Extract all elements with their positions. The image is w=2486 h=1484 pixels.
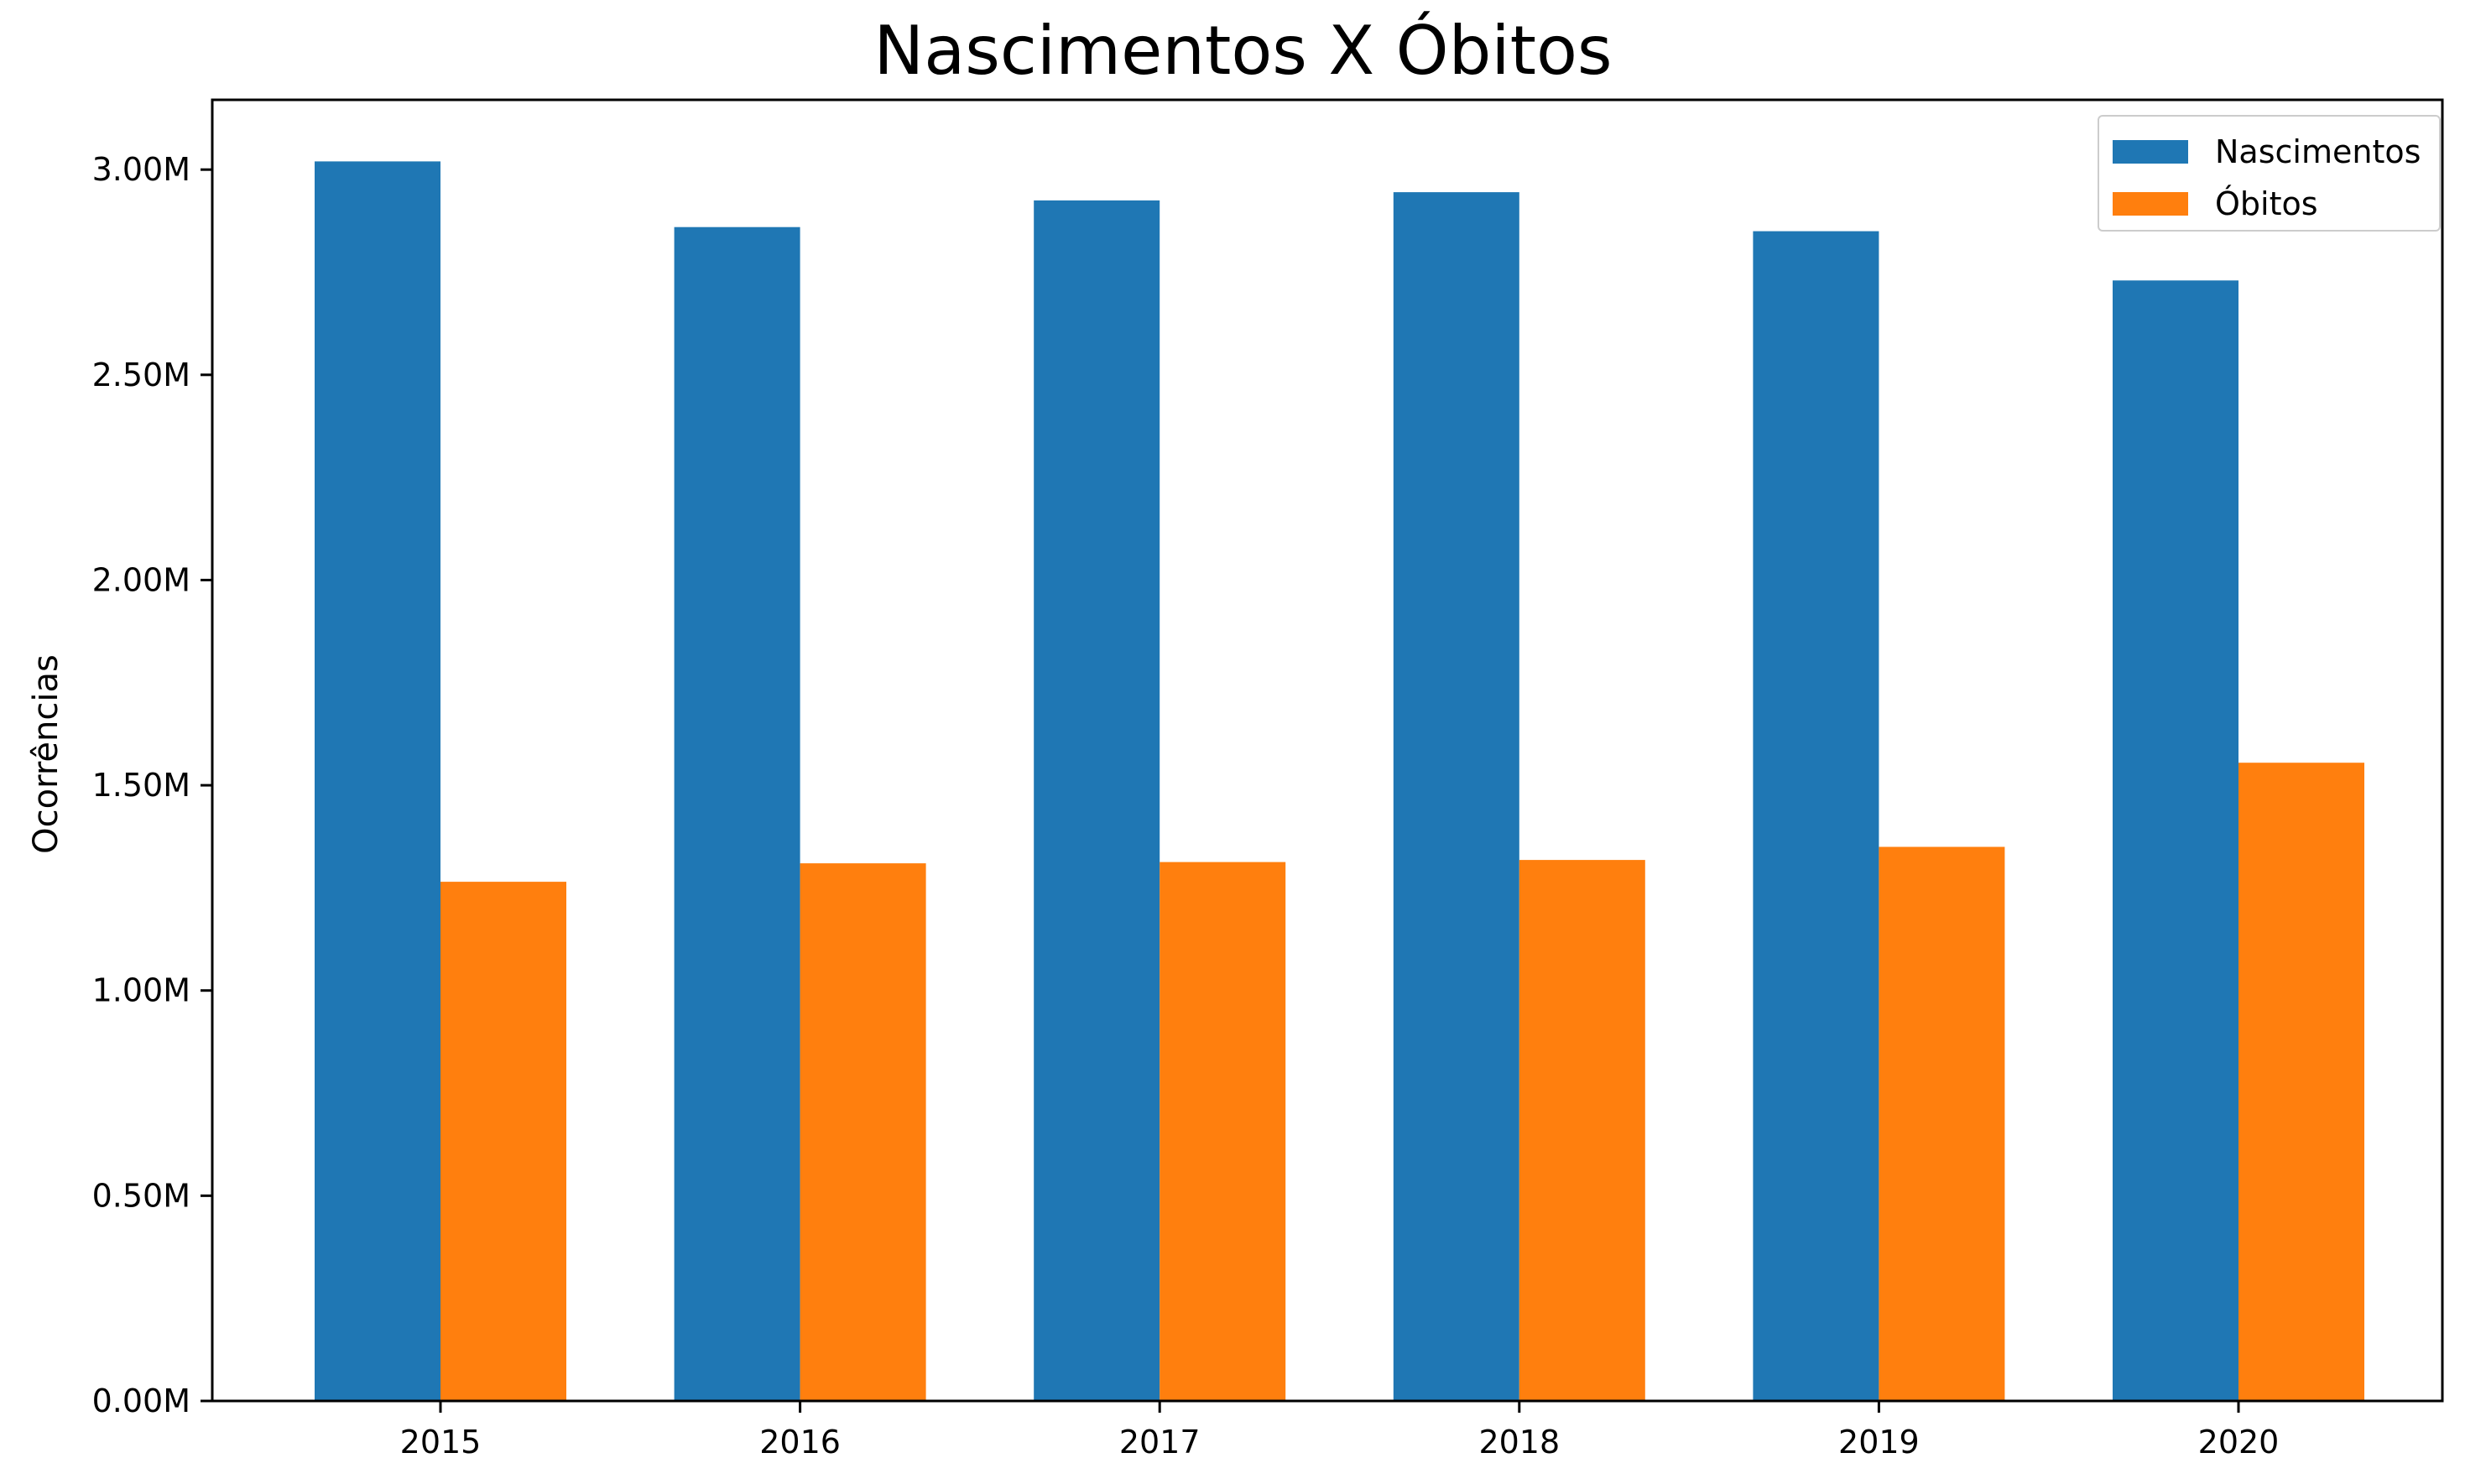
y-tick-label: 2.50M bbox=[92, 357, 190, 393]
x-tick-label: 2015 bbox=[400, 1424, 482, 1461]
legend-swatch-obitos bbox=[2113, 192, 2188, 216]
chart-title: Nascimentos X Óbitos bbox=[873, 12, 1613, 90]
legend: Nascimentos Óbitos bbox=[2098, 115, 2441, 232]
legend-item-obitos: Óbitos bbox=[2113, 185, 2318, 222]
legend-swatch-nascimentos bbox=[2113, 140, 2188, 164]
bar-obitos-2017 bbox=[1160, 862, 1286, 1401]
bar-nascimentos-2016 bbox=[674, 227, 800, 1402]
plot-frame bbox=[211, 98, 2444, 1403]
y-tick-label: 2.00M bbox=[92, 561, 190, 598]
x-tick-label: 2020 bbox=[2198, 1424, 2280, 1461]
legend-label-obitos: Óbitos bbox=[2215, 185, 2318, 222]
x-tick-label: 2017 bbox=[1119, 1424, 1201, 1461]
x-tick-label: 2019 bbox=[1838, 1424, 1920, 1461]
x-tick-label: 2018 bbox=[1478, 1424, 1560, 1461]
bar-nascimentos-2020 bbox=[2113, 280, 2238, 1401]
y-axis-label: Ocorrências bbox=[27, 654, 65, 854]
bar-nascimentos-2018 bbox=[1393, 192, 1519, 1402]
bars-group bbox=[315, 161, 2364, 1402]
y-tick-label: 0.00M bbox=[92, 1382, 190, 1419]
bar-obitos-2015 bbox=[440, 882, 566, 1401]
bar-nascimentos-2017 bbox=[1034, 200, 1160, 1401]
legend-label-nascimentos: Nascimentos bbox=[2215, 133, 2421, 170]
bar-obitos-2018 bbox=[1519, 860, 1645, 1401]
y-axis-ticks: 0.00M 0.50M 1.00M 1.50M 2.00M 2.50M 3.00M bbox=[92, 151, 212, 1419]
legend-item-nascimentos: Nascimentos bbox=[2113, 133, 2421, 170]
bar-obitos-2020 bbox=[2238, 763, 2364, 1401]
y-tick-label: 0.50M bbox=[92, 1177, 190, 1214]
y-tick-label: 1.00M bbox=[92, 972, 190, 1009]
x-axis-ticks: 2015 2016 2017 2018 2019 2020 bbox=[400, 1401, 2280, 1461]
bar-obitos-2019 bbox=[1879, 846, 2005, 1401]
bar-nascimentos-2019 bbox=[1753, 231, 1879, 1402]
x-tick-label: 2016 bbox=[759, 1424, 841, 1461]
y-tick-label: 1.50M bbox=[92, 767, 190, 804]
y-tick-label: 3.00M bbox=[92, 151, 190, 188]
bar-obitos-2016 bbox=[800, 863, 926, 1401]
bar-nascimentos-2015 bbox=[315, 161, 440, 1401]
